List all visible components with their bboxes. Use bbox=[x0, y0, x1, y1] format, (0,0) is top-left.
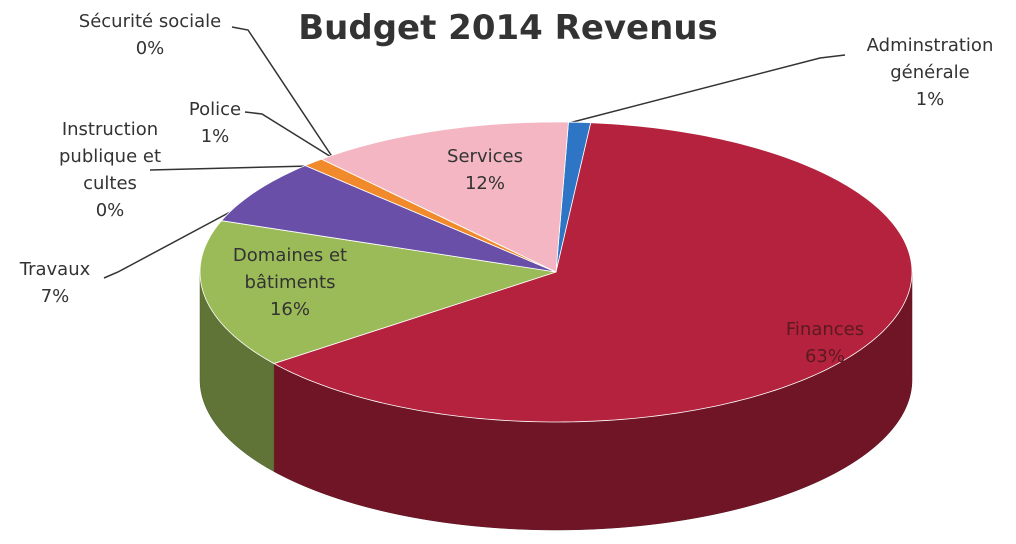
slice-value-label: 63% bbox=[804, 346, 845, 367]
slice-label: Instruction publique et cultes bbox=[58, 119, 162, 194]
slice-value-label: 7% bbox=[40, 286, 70, 307]
slice-label: Services bbox=[447, 146, 523, 167]
slice-value-label: 12% bbox=[464, 173, 505, 194]
slice-value-label: 0% bbox=[95, 200, 125, 221]
chart-title: Budget 2014 Revenus bbox=[298, 8, 718, 48]
slice-value-label: 0% bbox=[135, 38, 165, 59]
slice-label: Sécurité sociale bbox=[78, 11, 222, 32]
slice-label: Finances bbox=[785, 319, 865, 340]
leader-line bbox=[231, 26, 334, 159]
slice bbox=[199, 220, 557, 364]
slice-label: Police bbox=[188, 99, 242, 120]
leader-line bbox=[244, 111, 337, 161]
pie-top bbox=[199, 121, 913, 423]
slice-label: Travaux bbox=[19, 259, 91, 280]
leader-line bbox=[103, 187, 276, 279]
slice-value-label: 1% bbox=[915, 89, 945, 110]
slice-label: Adminstration générale bbox=[866, 35, 994, 83]
slice-value-label: 16% bbox=[269, 299, 310, 320]
slice bbox=[220, 165, 557, 273]
slice bbox=[272, 122, 913, 423]
slice bbox=[320, 121, 569, 273]
slice-value-label: 1% bbox=[200, 126, 230, 147]
slice-label: Domaines et bâtiments bbox=[232, 245, 348, 293]
leader-line bbox=[564, 54, 846, 125]
